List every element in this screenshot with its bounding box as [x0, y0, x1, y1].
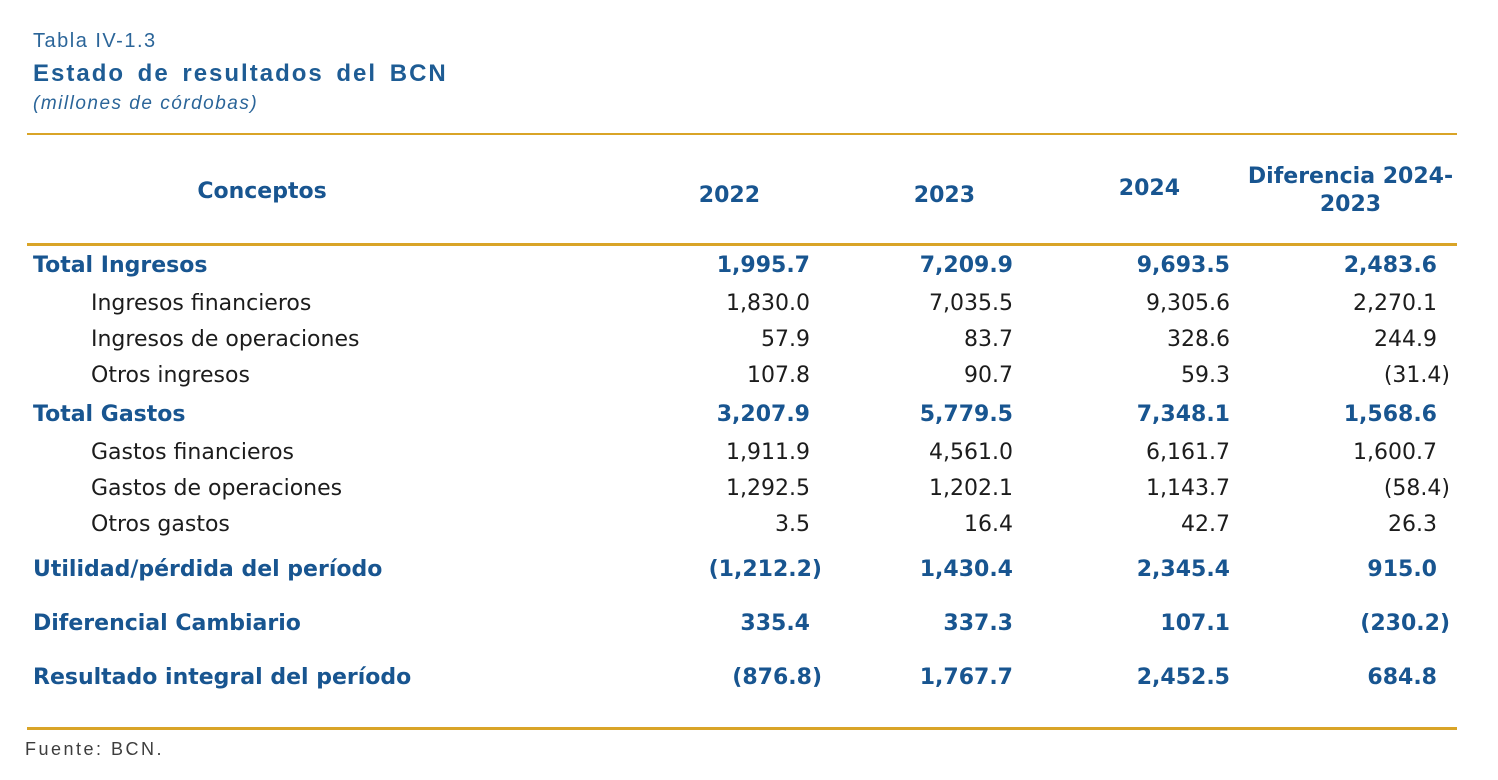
row-label: Gastos de operaciones — [91, 476, 343, 502]
column-header-2023: 2023 — [824, 134, 1027, 247]
table-row: Resultado integral del período (876.8) 1,7… — [27, 651, 1457, 705]
row-label: Otros gastos — [91, 512, 230, 538]
value-cell: 2,483.6 — [1343, 253, 1437, 279]
value-cell: 1,202.1 — [929, 476, 1013, 502]
value-cell: (1,212.2) — [708, 557, 822, 583]
table-row: Otros ingresos 107.8 90.7 59.3 (31.4) — [27, 358, 1457, 394]
column-header-conceptos: Conceptos — [27, 134, 497, 247]
column-header-2022: 2022 — [497, 134, 824, 247]
column-header-diferencia: Diferencia 2024-2023 — [1244, 134, 1457, 247]
value-cell: 7,035.5 — [929, 291, 1013, 317]
value-cell: 90.7 — [964, 363, 1013, 389]
value-cell: 7,348.1 — [1136, 401, 1230, 427]
value-cell: 83.7 — [964, 327, 1013, 353]
table-body: Total Ingresos 1,995.7 7,209.9 9,693.5 2,483… — [27, 245, 1457, 705]
value-cell: 4,561.0 — [929, 440, 1013, 466]
value-cell: (230.2) — [1360, 611, 1450, 637]
value-cell: 7,209.9 — [919, 253, 1013, 279]
value-cell: 16.4 — [964, 512, 1013, 538]
row-label: Ingresos de operaciones — [91, 327, 360, 353]
value-cell: 1,995.7 — [716, 253, 810, 279]
value-cell: 1,600.7 — [1353, 440, 1437, 466]
value-cell: 107.1 — [1160, 611, 1230, 637]
column-header-2024: 2024 — [1027, 134, 1244, 247]
value-cell: (876.8) — [732, 665, 822, 691]
value-cell: 2,345.4 — [1136, 557, 1230, 583]
value-cell: 1,767.7 — [919, 665, 1013, 691]
row-label: Total Ingresos — [33, 253, 208, 279]
value-cell: 335.4 — [740, 611, 810, 637]
results-table: Conceptos 2022 2023 2024 Diferencia 2024… — [27, 134, 1457, 705]
row-label: Diferencial Cambiario — [33, 611, 301, 637]
table-row: Gastos financieros 1,911.9 4,561.0 6,161.7 1… — [27, 435, 1457, 471]
value-cell: 1,830.0 — [726, 291, 810, 317]
value-cell: 9,693.5 — [1136, 253, 1230, 279]
row-label: Total Gastos — [33, 401, 186, 427]
value-cell: (58.4) — [1383, 476, 1450, 502]
value-cell: 915.0 — [1367, 557, 1437, 583]
title-block: Tabla IV-1.3 Estado de resultados del BC… — [33, 28, 1498, 117]
row-label: Otros ingresos — [91, 363, 250, 389]
table-row: Ingresos financieros 1,830.0 7,035.5 9,305.… — [27, 286, 1457, 322]
table-row: Ingresos de operaciones 57.9 83.7 328.6 244.… — [27, 322, 1457, 358]
value-cell: 42.7 — [1181, 512, 1230, 538]
table-row: Total Ingresos 1,995.7 7,209.9 9,693.5 2,483… — [27, 245, 1457, 286]
page-title: Estado de resultados del BCN — [33, 60, 448, 87]
value-cell: 6,161.7 — [1146, 440, 1230, 466]
value-cell: 3,207.9 — [716, 401, 810, 427]
bottom-divider — [27, 726, 1457, 730]
value-cell: 57.9 — [761, 327, 810, 353]
value-cell: 1,430.4 — [919, 557, 1013, 583]
top-divider — [27, 132, 1457, 135]
value-cell: 684.8 — [1367, 665, 1437, 691]
value-cell: 1,143.7 — [1146, 476, 1230, 502]
value-cell: 107.8 — [747, 363, 810, 389]
row-label: Utilidad/pérdida del período — [33, 557, 383, 583]
value-cell: 2,452.5 — [1136, 665, 1230, 691]
value-cell: 337.3 — [943, 611, 1013, 637]
value-cell: 1,568.6 — [1343, 401, 1437, 427]
table-number: Tabla IV-1.3 — [33, 30, 157, 52]
table-row: Total Gastos 3,207.9 5,779.5 7,348.1 1,568.6 — [27, 394, 1457, 435]
row-label: Gastos financieros — [91, 440, 294, 466]
value-cell: 328.6 — [1167, 327, 1230, 353]
value-cell: 5,779.5 — [919, 401, 1013, 427]
value-cell: 2,270.1 — [1353, 291, 1437, 317]
page-subtitle: (millones de córdobas) — [33, 93, 259, 114]
value-cell: 1,292.5 — [726, 476, 810, 502]
value-cell: (31.4) — [1383, 363, 1450, 389]
value-cell: 244.9 — [1374, 327, 1437, 353]
value-cell: 26.3 — [1388, 512, 1437, 538]
table-row: Otros gastos 3.5 16.4 42.7 26.3 — [27, 507, 1457, 543]
table-row: Diferencial Cambiario 335.4 337.3 107.1 (230… — [27, 597, 1457, 651]
value-cell: 1,911.9 — [726, 440, 810, 466]
table-header: Conceptos 2022 2023 2024 Diferencia 2024… — [27, 134, 1457, 247]
header-row: Conceptos 2022 2023 2024 Diferencia 2024… — [27, 134, 1457, 247]
table-row: Gastos de operaciones 1,292.5 1,202.1 1,143… — [27, 471, 1457, 507]
row-label: Ingresos financieros — [91, 291, 312, 317]
table-row: Utilidad/pérdida del período (1,212.2) 1,4… — [27, 543, 1457, 597]
value-cell: 3.5 — [775, 512, 810, 538]
value-cell: 59.3 — [1181, 363, 1230, 389]
source-note: Fuente: BCN. — [25, 738, 165, 759]
row-label: Resultado integral del período — [33, 665, 412, 691]
value-cell: 9,305.6 — [1146, 291, 1230, 317]
